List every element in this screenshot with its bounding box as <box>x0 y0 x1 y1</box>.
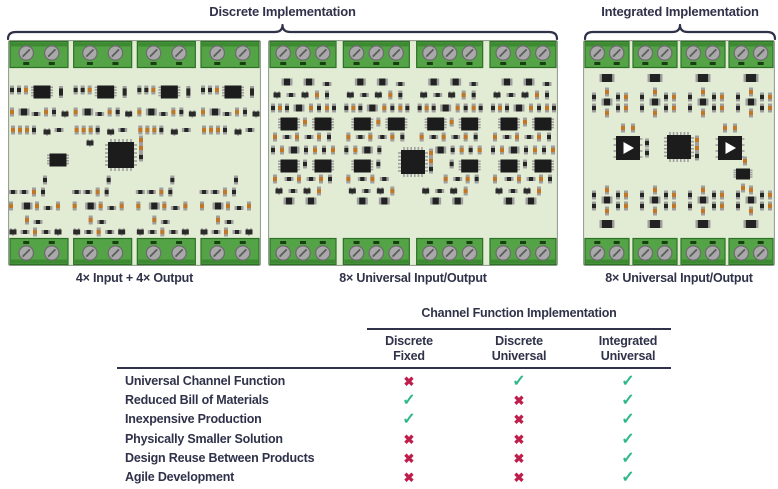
row-label: Agile Development <box>125 469 235 484</box>
check-icon: ✓ <box>621 468 635 486</box>
table-header-rule <box>117 367 671 369</box>
caption-discrete-fixed: 4× Input + 4× Output <box>75 271 194 285</box>
check-icon: ✓ <box>621 449 635 467</box>
table-row: Reduced Bill of Materials ✓ ✖ ✓ <box>117 391 671 410</box>
column-header-line: Integrated <box>598 334 658 348</box>
cross-icon: ✖ <box>513 412 525 428</box>
table-row: Design Reuse Between Products ✖ ✖ ✓ <box>117 449 671 468</box>
column-header-line: Fixed <box>393 349 425 363</box>
cross-icon: ✖ <box>513 469 525 485</box>
cross-icon: ✖ <box>513 450 525 466</box>
column-header-discrete-universal: Discrete Universal <box>464 334 574 364</box>
cross-icon: ✖ <box>403 469 415 485</box>
column-header-line: Discrete <box>495 334 543 348</box>
row-label: Inexpensive Production <box>125 412 262 427</box>
cross-icon: ✖ <box>513 431 525 447</box>
column-header-discrete-fixed: Discrete Fixed <box>354 334 464 364</box>
integrated-implementation-label: Integrated Implementation <box>601 4 759 19</box>
pcb-board-drawing <box>582 39 776 267</box>
check-icon: ✓ <box>621 373 635 390</box>
caption-integrated-universal: 8× Universal Input/Output <box>605 271 753 285</box>
row-label: Reduced Bill of Materials <box>125 393 269 408</box>
column-header-integrated-universal: Integrated Universal <box>573 334 683 364</box>
brace-icon <box>6 23 777 41</box>
check-icon: ✓ <box>512 373 526 390</box>
column-header-line: Discrete <box>385 334 433 348</box>
pcb-integrated-universal-image <box>582 39 776 271</box>
discrete-brace-icon <box>6 23 559 41</box>
cross-icon: ✖ <box>513 393 525 409</box>
table-title-underline <box>367 328 671 330</box>
table-title: Channel Function Implementation <box>421 306 617 320</box>
check-icon: ✓ <box>621 392 635 410</box>
column-header-line: Universal <box>600 349 656 363</box>
column-header-line: Universal <box>491 349 547 363</box>
pcb-board-drawing <box>7 39 262 267</box>
pcb-discrete-universal-image <box>267 39 559 271</box>
check-icon: ✓ <box>621 411 635 429</box>
row-label: Physically Smaller Solution <box>125 431 283 446</box>
table-row: Agile Development ✖ ✖ ✓ <box>117 468 671 487</box>
cross-icon: ✖ <box>403 450 415 466</box>
cross-icon: ✖ <box>403 431 415 447</box>
row-label: Design Reuse Between Products <box>125 450 315 465</box>
pcb-discrete-fixed-image <box>7 39 262 271</box>
table-row: Inexpensive Production ✓ ✖ ✓ <box>117 410 671 429</box>
pcb-board-drawing <box>267 39 559 267</box>
table-row: Universal Channel Function ✖ ✓ ✓ <box>117 372 671 391</box>
check-icon: ✓ <box>402 392 416 410</box>
caption-discrete-universal: 8× Universal Input/Output <box>339 271 487 285</box>
discrete-implementation-label: Discrete Implementation <box>209 4 356 19</box>
check-icon: ✓ <box>621 430 635 448</box>
integrated-brace-icon <box>583 23 777 41</box>
cross-icon: ✖ <box>403 374 415 389</box>
check-icon: ✓ <box>402 411 416 429</box>
table-row: Physically Smaller Solution ✖ ✖ ✓ <box>117 430 671 449</box>
row-label: Universal Channel Function <box>125 374 286 388</box>
comparison-table-rows: Universal Channel Function ✖ ✓ ✓ Reduced Bil… <box>117 372 671 487</box>
